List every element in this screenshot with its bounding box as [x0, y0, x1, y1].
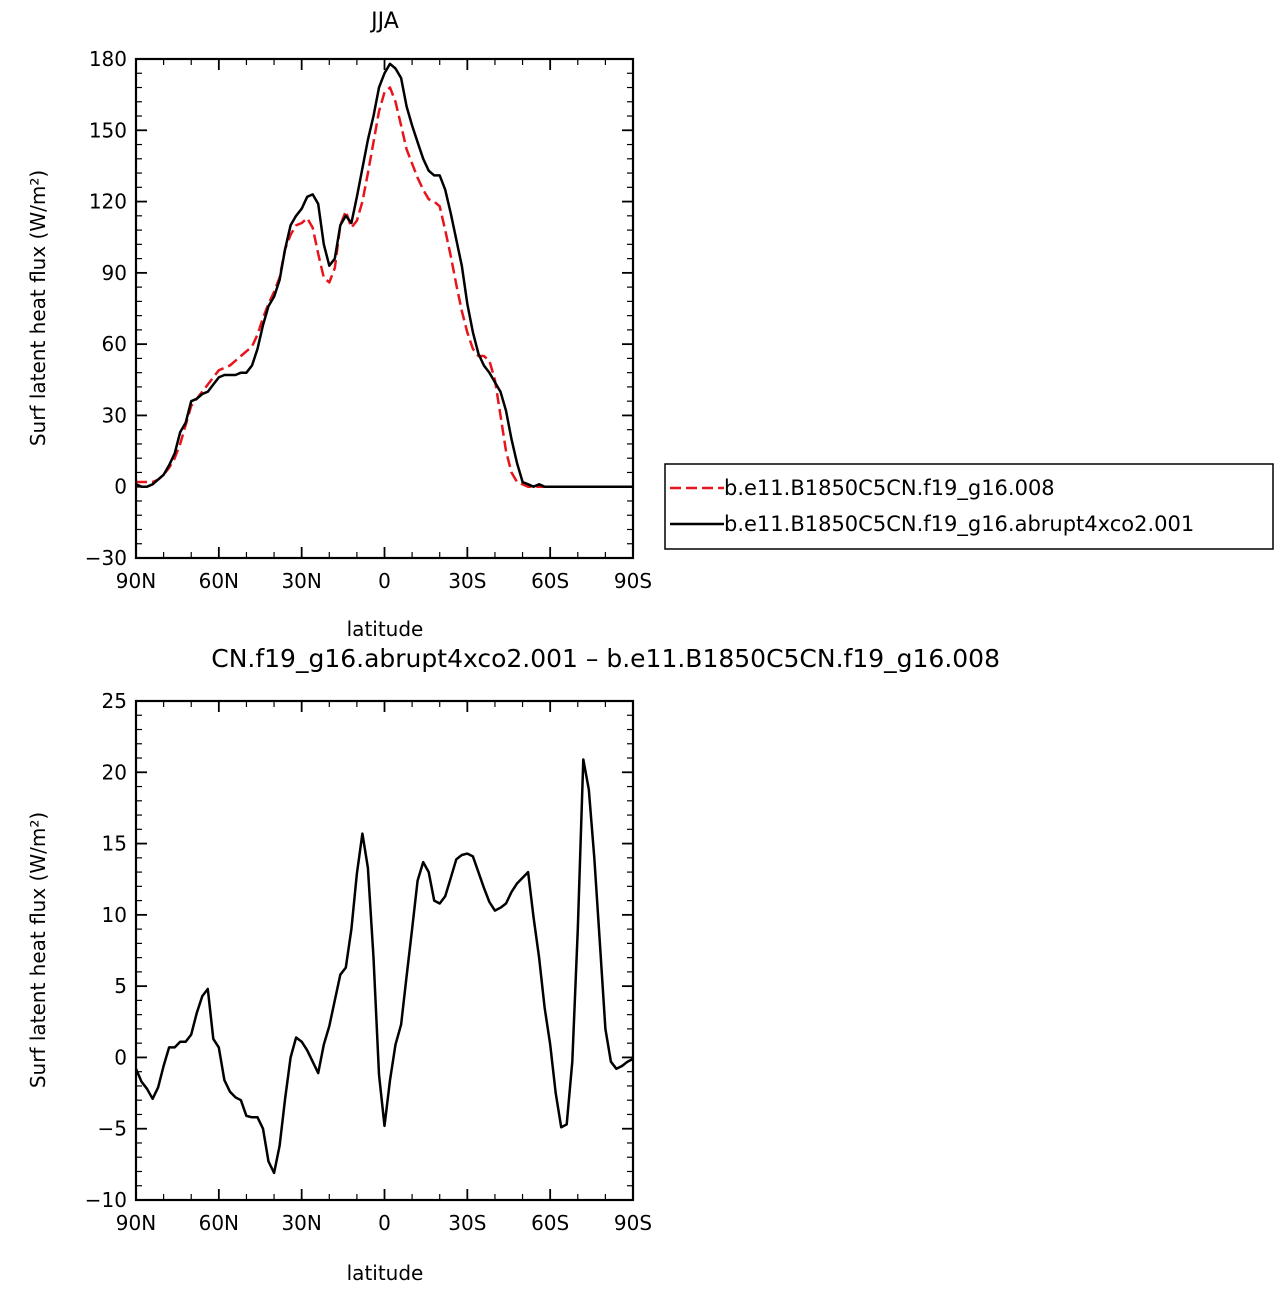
x-axis-label-bottom: latitude [347, 1261, 424, 1285]
series-line-bottom-0 [134, 758, 634, 1175]
series-line-top-1 [135, 62, 633, 488]
y-tick-label-top: 120 [89, 190, 127, 214]
y-tick-label-bottom: 5 [114, 974, 127, 998]
y-tick-label-top: 60 [102, 332, 127, 356]
y-tick-label-top: 180 [89, 47, 127, 71]
x-tick-label-top: 90S [614, 569, 652, 593]
series-line-top-0 [136, 86, 633, 488]
x-tick-label-bottom: 0 [378, 1211, 391, 1235]
tick-group-bottom: −10 −5 0 5 10 15 20 25 90N 60N 30N 0 30S 60S 90S [85, 689, 652, 1235]
y-axis-label-top: Surf latent heat flux (W/m²) [26, 170, 50, 446]
y-tick-label-top: 30 [102, 403, 127, 427]
series-group-top [135, 62, 633, 488]
x-tick-label-top: 30S [448, 569, 486, 593]
y-tick-label-top: 0 [114, 475, 127, 499]
series-group-bottom [134, 758, 634, 1175]
panel-bottom: CN.f19_g16.abrupt4xco2.001 – b.e11.B1850… [26, 644, 1000, 1285]
x-tick-label-bottom: 30N [281, 1211, 321, 1235]
y-tick-label-bottom: −10 [85, 1188, 127, 1212]
x-tick-label-bottom: 90N [116, 1211, 156, 1235]
x-tick-label-top: 90N [116, 569, 156, 593]
legend: b.e11.B1850C5CN.f19_g16.008 b.e11.B1850C… [664, 463, 1274, 550]
y-tick-label-top: −30 [85, 546, 127, 570]
plot-frame-top [134, 57, 635, 560]
x-tick-label-bottom: 30S [448, 1211, 486, 1235]
x-tick-label-top: 60N [199, 569, 239, 593]
x-tick-label-bottom: 60N [199, 1211, 239, 1235]
y-tick-label-bottom: −5 [98, 1117, 127, 1141]
x-tick-label-top: 30N [281, 569, 321, 593]
chart-title-bottom: CN.f19_g16.abrupt4xco2.001 – b.e11.B1850… [211, 644, 1000, 673]
x-tick-label-bottom: 60S [531, 1211, 569, 1235]
legend-label-control: b.e11.B1850C5CN.f19_g16.008 [724, 476, 1055, 501]
y-tick-label-bottom: 15 [102, 832, 127, 856]
legend-label-abrupt4xco2: b.e11.B1850C5CN.f19_g16.abrupt4xco2.001 [724, 512, 1194, 537]
plot-frame-bottom [134, 699, 635, 1202]
y-tick-label-bottom: 0 [114, 1045, 127, 1069]
y-tick-label-bottom: 20 [102, 760, 127, 784]
y-tick-label-top: 150 [89, 118, 127, 142]
chart-title-top: JJA [369, 9, 399, 34]
y-axis-label-bottom: Surf latent heat flux (W/m²) [26, 812, 50, 1088]
y-tick-label-bottom: 10 [102, 903, 127, 927]
y-tick-label-top: 90 [102, 261, 127, 285]
x-tick-label-top: 0 [378, 569, 391, 593]
x-tick-label-bottom: 90S [614, 1211, 652, 1235]
x-axis-label-top: latitude [347, 617, 424, 641]
x-tick-label-top: 60S [531, 569, 569, 593]
y-tick-label-bottom: 25 [102, 689, 127, 713]
panel-top: JJA Surf latent heat flux (W/m²) latitud… [26, 9, 1274, 641]
tick-group-top: −30 0 30 60 90 120 150 180 90N 60N 30N 0 30S 60S 90S [85, 47, 652, 593]
legend-box [664, 463, 1274, 550]
